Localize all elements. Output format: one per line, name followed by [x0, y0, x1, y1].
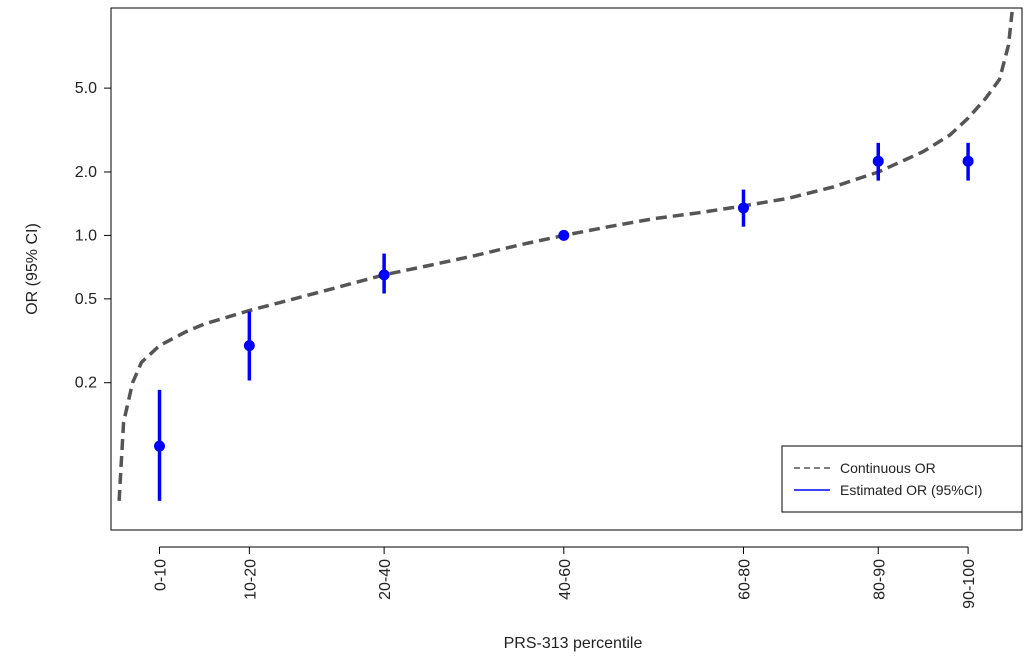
- legend-label-estimated: Estimated OR (95%CI): [840, 482, 982, 498]
- y-axis-label: OR (95% CI): [24, 223, 41, 315]
- y-axis: 0.2 0.5 1.0 2.0 5.0: [75, 80, 112, 392]
- x-tick-label: 80-90: [871, 559, 888, 600]
- estimated-or-layer: [154, 142, 974, 501]
- legend: Continuous OR Estimated OR (95%CI): [781, 445, 1023, 513]
- or-point: [558, 229, 570, 241]
- or-point: [737, 202, 749, 214]
- x-tick-label: 90-100: [961, 559, 978, 609]
- y-tick-label: 0.5: [75, 291, 97, 308]
- y-tick-label: 2.0: [75, 164, 97, 181]
- x-tick-label: 40-60: [557, 559, 574, 600]
- y-tick-label: 0.2: [75, 375, 97, 392]
- x-axis-label: PRS-313 percentile: [504, 635, 643, 652]
- or-point: [378, 269, 390, 281]
- x-tick-label: 0-10: [153, 559, 170, 591]
- continuous-or-curve: [117, 11, 1014, 501]
- y-tick-label: 5.0: [75, 80, 97, 97]
- legend-box: [781, 445, 1023, 513]
- x-tick-label: 10-20: [242, 559, 259, 600]
- legend-label-continuous: Continuous OR: [840, 460, 936, 476]
- x-axis: 0-10 10-20 20-40 40-60 60-80 80-90 90-100: [153, 546, 978, 609]
- x-tick-label: 60-80: [736, 559, 753, 600]
- or-point: [872, 155, 884, 167]
- or-point: [154, 440, 166, 452]
- or-point: [243, 340, 255, 352]
- or-point: [962, 155, 974, 167]
- x-tick-label: 20-40: [377, 559, 394, 600]
- continuous-or-layer: [117, 11, 1014, 501]
- y-tick-label: 1.0: [75, 227, 97, 244]
